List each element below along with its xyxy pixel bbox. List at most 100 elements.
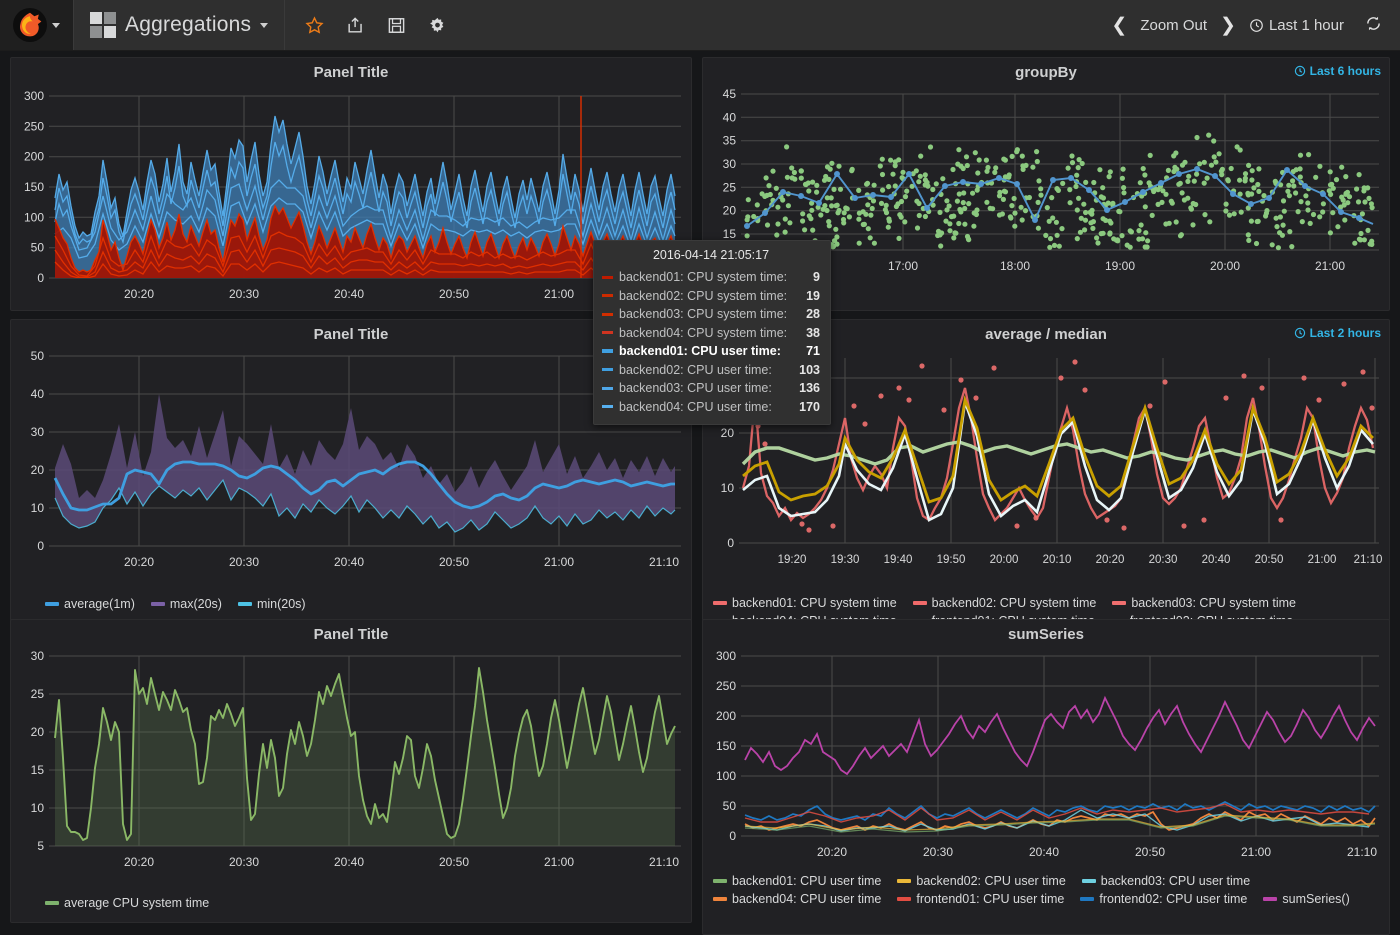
legend-item[interactable]: backend03: CPU user time [1081,874,1250,888]
scatter-point [938,243,944,249]
legend-item[interactable]: backend02: CPU system time [912,596,1096,610]
legend-item[interactable]: sumSeries() [1263,892,1350,906]
panel-time-info[interactable]: Last 2 hours [1294,326,1381,340]
scatter-point [917,173,923,179]
tooltip-series-list: backend01: CPU system time: 9 backend02: C… [602,268,820,416]
legend-item[interactable]: backend04: CPU user time [713,892,881,906]
time-range-picker[interactable]: Last 1 hour [1249,17,1344,34]
tooltip-series-label: backend03: CPU system time: [619,307,788,321]
scatter-point [843,205,849,211]
scatter-point [954,198,960,204]
scatter-point [856,210,862,216]
caret-down-icon[interactable] [260,22,269,28]
svg-text:21:00: 21:00 [544,555,574,569]
share-icon[interactable] [346,16,365,35]
scatter-point [1054,186,1060,192]
scatter-point [951,235,957,241]
scatter-point [1238,209,1244,215]
scatter-point [975,170,981,176]
legend-item[interactable]: frontend02: CPU user time [1080,892,1247,906]
chart-canvas[interactable]: 50 40 30 20 10 0 20:20 20:30 20:40 20:50 21:0… [11,348,691,588]
scatter-point [774,232,780,238]
svg-text:21:00: 21:00 [1241,845,1271,859]
panel-minmaxavg[interactable]: Panel Title 50 40 [10,319,692,625]
scatter-point [1253,240,1260,247]
scatter-point [888,157,894,163]
legend-item[interactable]: max(20s) [150,597,222,611]
logo-menu-button[interactable] [0,0,74,50]
scatter-point [810,179,816,185]
chart-canvas[interactable]: 45 40 35 30 25 20 15 17:00 18:00 19:00 20:00 … [703,86,1389,282]
caret-down-icon[interactable] [52,22,60,28]
scatter-point [1006,172,1012,178]
legend-swatch [150,602,165,606]
scatter-point [1165,167,1171,173]
scatter-point [798,175,804,181]
tooltip-series-label: backend02: CPU system time: [619,288,788,303]
chevron-right-icon[interactable]: ❯ [1220,14,1236,36]
svg-text:0: 0 [727,536,734,550]
scatter-point [966,201,972,207]
tooltip-series-value: 28 [806,307,820,321]
legend-item[interactable]: frontend01: CPU user time [897,892,1064,906]
tooltip-series-value: 71 [806,344,820,358]
scatter-point [961,190,967,196]
gear-icon[interactable] [428,16,447,35]
scatter-point [1139,236,1146,242]
svg-text:20:50: 20:50 [439,555,469,569]
chevron-left-icon[interactable]: ❮ [1111,14,1128,36]
tooltip-series-label: backend03: CPU user time: [619,381,772,395]
chart-canvas[interactable]: 300 250 200 150 100 50 0 20:20 20:30 20:40 20… [11,86,691,310]
svg-text:45: 45 [723,87,737,101]
zoom-out-button[interactable]: Zoom Out [1140,16,1208,34]
scatter-point [914,225,921,231]
scatter-point [1047,236,1054,242]
scatter-point [1090,219,1096,225]
scatter-point [956,191,962,197]
scatter-point [914,198,920,204]
panel-time-info[interactable]: Last 6 hours [1294,64,1381,78]
svg-text:200: 200 [24,150,44,164]
scatter-point [1082,227,1088,233]
legend-item[interactable]: backend01: CPU user time [713,874,881,888]
time-controls: ❮ Zoom Out ❯ Last 1 hour [1111,0,1400,50]
scatter-point [868,212,874,218]
scatter-point [1035,199,1041,205]
scatter-point [1245,232,1251,238]
panel-header: average / median Last 2 hours [703,320,1389,348]
scatter-point [1264,208,1270,214]
dashboard-picker[interactable]: Aggregations [74,0,286,50]
scatter-point [987,205,993,211]
svg-text:20: 20 [721,426,735,440]
scatter-point [1103,217,1109,223]
legend-item[interactable]: average CPU system time [45,896,209,910]
grafana-logo-icon[interactable] [13,8,47,42]
panel-sumseries[interactable]: sumSeries [702,619,1390,935]
legend-item[interactable]: backend03: CPU system time [1112,596,1296,610]
panel-cpu-stack[interactable]: Panel Title [10,57,692,311]
scatter-point [1223,201,1229,207]
refresh-icon[interactable] [1365,15,1382,36]
scatter-point [1285,188,1291,194]
panel-avg-cpu-system[interactable]: Panel Title 30 25 [10,619,692,923]
svg-text:150: 150 [24,180,44,194]
chart-canvas[interactable]: 300 250 200 150 100 50 0 20:20 20:30 20:40 20… [703,648,1389,870]
scatter-point [744,217,750,223]
legend-item[interactable]: average(1m) [45,597,135,611]
scatter-point [1171,168,1177,175]
legend-swatch [1080,897,1095,901]
chart-canvas[interactable]: 30 25 20 15 10 5 20:20 20:30 20:40 20:50 21:0… [11,648,691,888]
scatter-point [1077,229,1083,235]
scatter-point [835,210,841,216]
scatter-point [963,154,970,160]
legend-item[interactable]: backend01: CPU system time [713,596,897,610]
save-icon[interactable] [387,16,406,35]
scatter-point [1173,219,1179,225]
scatter-point [856,216,862,222]
scatter-point [1328,191,1334,197]
legend-item[interactable]: min(20s) [237,597,306,611]
star-icon[interactable] [305,15,324,35]
scatter-point [1359,211,1365,217]
legend-item[interactable]: backend02: CPU user time [897,874,1066,888]
